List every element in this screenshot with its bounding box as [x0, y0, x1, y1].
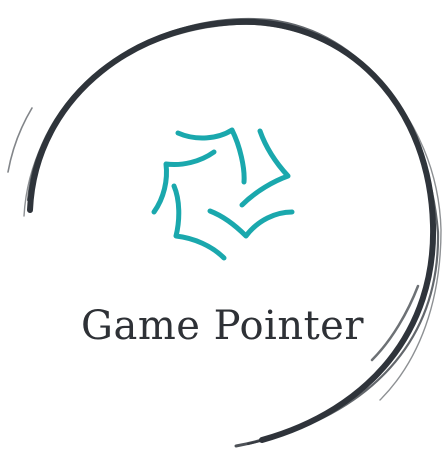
pinwheel-star-icon	[151, 127, 295, 261]
brand-name: Game Pointer	[81, 303, 364, 349]
brush-stroke-circle-icon	[7, 17, 442, 448]
